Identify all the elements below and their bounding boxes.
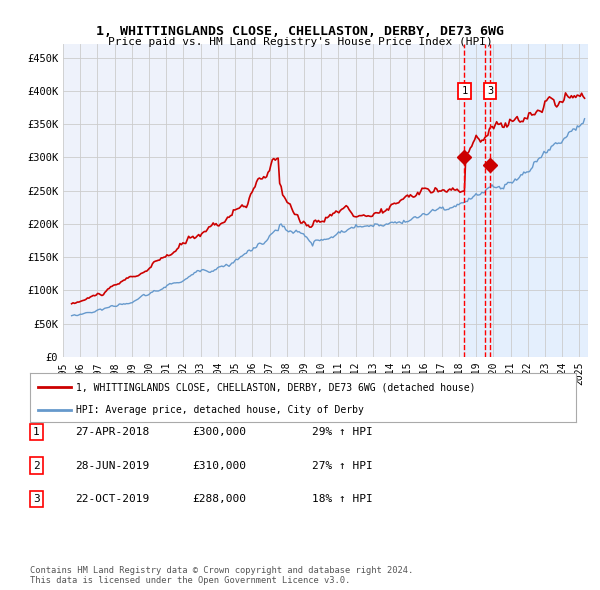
Text: 29% ↑ HPI: 29% ↑ HPI: [312, 427, 373, 437]
Text: 22-OCT-2019: 22-OCT-2019: [75, 494, 149, 504]
Text: 3: 3: [487, 86, 493, 96]
Text: 1: 1: [461, 86, 467, 96]
Text: This data is licensed under the Open Government Licence v3.0.: This data is licensed under the Open Gov…: [30, 576, 350, 585]
Text: £288,000: £288,000: [192, 494, 246, 504]
Text: 27-APR-2018: 27-APR-2018: [75, 427, 149, 437]
Text: HPI: Average price, detached house, City of Derby: HPI: Average price, detached house, City…: [76, 405, 364, 415]
Bar: [464, 44, 588, 357]
Text: Price paid vs. HM Land Registry's House Price Index (HPI): Price paid vs. HM Land Registry's House …: [107, 37, 493, 47]
Text: Contains HM Land Registry data © Crown copyright and database right 2024.: Contains HM Land Registry data © Crown c…: [30, 566, 413, 575]
Text: £300,000: £300,000: [192, 427, 246, 437]
Text: 1, WHITTINGLANDS CLOSE, CHELLASTON, DERBY, DE73 6WG (detached house): 1, WHITTINGLANDS CLOSE, CHELLASTON, DERB…: [76, 382, 476, 392]
Text: 1: 1: [33, 427, 40, 437]
Text: 3: 3: [33, 494, 40, 504]
Text: 27% ↑ HPI: 27% ↑ HPI: [312, 461, 373, 470]
Text: 28-JUN-2019: 28-JUN-2019: [75, 461, 149, 470]
Text: 18% ↑ HPI: 18% ↑ HPI: [312, 494, 373, 504]
Text: 2: 2: [33, 461, 40, 470]
Text: £310,000: £310,000: [192, 461, 246, 470]
Text: 1, WHITTINGLANDS CLOSE, CHELLASTON, DERBY, DE73 6WG: 1, WHITTINGLANDS CLOSE, CHELLASTON, DERB…: [96, 25, 504, 38]
